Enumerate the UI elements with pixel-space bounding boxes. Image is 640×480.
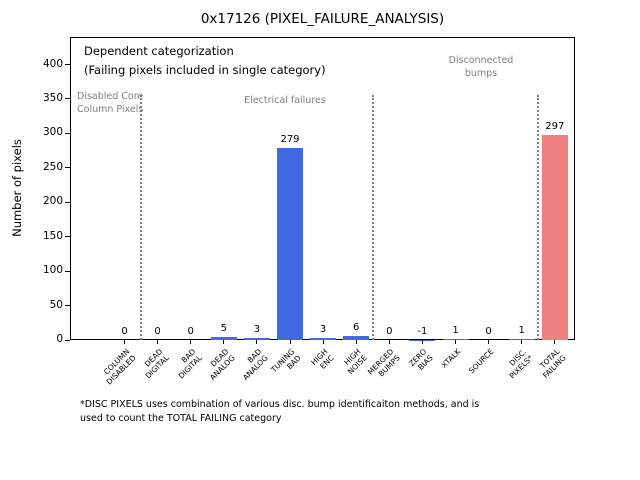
bar-value-label: -1	[417, 326, 428, 337]
bar	[442, 339, 469, 340]
bar-value-label: 0	[154, 326, 161, 337]
y-tick-label: 250	[42, 160, 63, 173]
section-label-disconnected-bumps: Disconnected bumps	[448, 55, 514, 79]
footnote-disc-pixels: *DISC PIXELS uses combination of various…	[80, 399, 480, 425]
bar-value-label: 0	[485, 326, 492, 337]
x-tick-mark	[455, 340, 456, 344]
y-tick-mark	[65, 132, 70, 134]
x-tick-mark	[488, 340, 490, 344]
y-tick-label: 50	[49, 298, 63, 311]
annotation-dependent-categorization: Dependent categorization	[84, 44, 234, 58]
y-tick-mark	[65, 98, 70, 100]
x-tick-mark	[256, 340, 258, 344]
y-tick-mark	[65, 201, 70, 203]
x-tick-mark	[289, 340, 291, 344]
y-tick-mark	[65, 236, 70, 238]
bar	[210, 336, 237, 340]
plot-area	[70, 37, 575, 340]
x-tick-mark	[124, 340, 125, 344]
bar-value-label: 1	[518, 325, 525, 337]
bar	[277, 147, 303, 340]
y-tick-label: 200	[42, 195, 63, 208]
x-tick-mark	[355, 340, 357, 344]
bar-value-label: 5	[220, 322, 227, 334]
bar	[508, 339, 535, 340]
x-tick-mark	[521, 340, 523, 344]
y-tick-label: 400	[42, 57, 63, 70]
section-separator-line	[140, 95, 143, 340]
x-tick-mark	[421, 340, 423, 344]
bar	[541, 135, 568, 340]
section-separator-line	[371, 95, 374, 340]
annotation-single-category-note: (Failing pixels included in single categ…	[84, 63, 326, 77]
x-tick-mark	[322, 340, 324, 344]
y-tick-mark	[65, 167, 70, 169]
y-tick-label: 150	[42, 229, 63, 242]
y-tick-label: 300	[42, 126, 63, 139]
y-tick-label: 100	[42, 264, 63, 277]
section-label-disabled-core-column-pixels: Disabled Core Column Pixels	[77, 91, 144, 115]
bar-value-label: 3	[253, 323, 261, 335]
bar	[343, 335, 370, 340]
bar-value-label: 6	[353, 321, 360, 333]
bar	[310, 337, 337, 340]
y-tick-mark	[65, 270, 70, 272]
y-tick-mark	[65, 305, 70, 307]
section-separator-line	[537, 95, 540, 340]
bar-value-label: 0	[121, 326, 128, 337]
bar-value-label: 3	[319, 323, 327, 335]
bar-value-label: 279	[280, 133, 300, 145]
y-tick-mark	[65, 339, 70, 341]
section-label-electrical-failures: Electrical failures	[244, 95, 326, 106]
y-tick-label: 350	[42, 91, 63, 104]
x-tick-mark	[554, 340, 556, 344]
bar-value-label: 0	[386, 326, 393, 337]
bar-value-label: 1	[452, 325, 459, 337]
chart-title: 0x17126 (PIXEL_FAILURE_ANALYSIS)	[200, 11, 445, 27]
bar-value-label: 0	[187, 326, 194, 337]
bar	[243, 337, 270, 340]
bar-value-label: 297	[545, 121, 565, 133]
y-tick-mark	[65, 64, 70, 66]
x-tick-mark	[223, 340, 225, 344]
x-tick-mark	[388, 340, 390, 344]
x-tick-mark	[157, 340, 159, 344]
x-tick-mark	[190, 340, 192, 344]
y-axis-label: Number of pixels	[10, 139, 24, 237]
y-tick-label: 0	[56, 333, 63, 345]
